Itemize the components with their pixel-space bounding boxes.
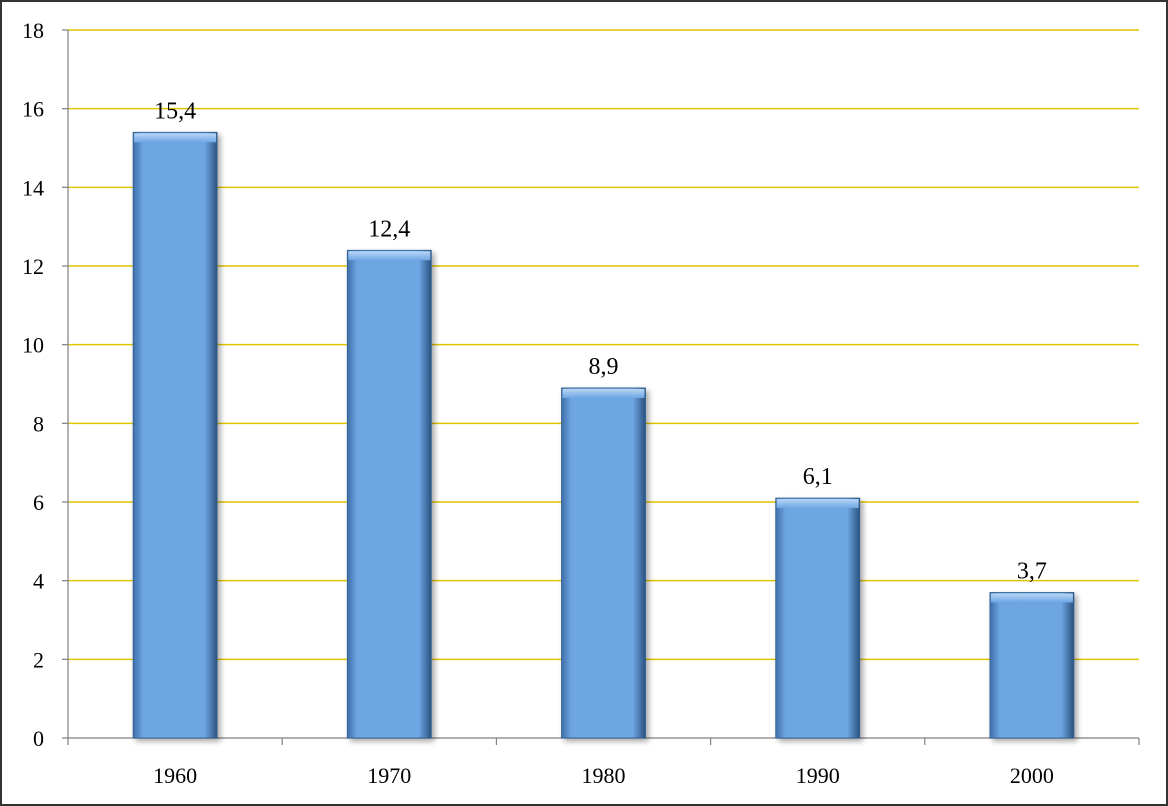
x-tick-label: 1970: [367, 763, 411, 788]
gridlines: [68, 29, 1139, 661]
bar-highlight: [348, 251, 431, 261]
bar: [346, 249, 432, 739]
data-label: 6,1: [803, 464, 833, 490]
y-tick-label: 16: [22, 97, 44, 122]
bar-highlight: [134, 133, 217, 143]
data-label: 8,9: [589, 354, 619, 380]
y-tick-label: 12: [22, 254, 44, 279]
bar: [989, 592, 1075, 739]
bars: [132, 131, 1075, 739]
y-tick-label: 2: [33, 647, 44, 672]
x-tick-label: 2000: [1010, 763, 1054, 788]
y-tick-label: 0: [33, 726, 44, 751]
bar: [561, 387, 646, 739]
y-tick-label: 8: [33, 411, 44, 436]
x-tick-label: 1980: [582, 763, 626, 788]
data-label: 12,4: [368, 216, 410, 242]
bar-highlight: [562, 388, 645, 398]
bar-2000: [989, 592, 1075, 739]
bar: [775, 497, 861, 739]
x-tick-label: 1990: [796, 763, 840, 788]
bar: [132, 131, 218, 739]
y-tick-label: 6: [33, 490, 44, 515]
y-tick-label: 14: [22, 175, 44, 200]
y-tick-label: 4: [33, 569, 44, 594]
x-tick-label: 1960: [153, 763, 197, 788]
bar-highlight: [776, 499, 859, 509]
bar-1960: [132, 131, 218, 739]
data-label: 3,7: [1017, 558, 1047, 584]
data-label: 15,4: [154, 98, 196, 124]
bar-highlight: [990, 593, 1073, 603]
bar-1980: [561, 387, 646, 739]
y-tick-label: 18: [22, 18, 44, 43]
labels: 0 2 4 6 8 10 12 14 16 18 15,4 1960 12,4 1970 8,9 1980 6,…: [22, 18, 1054, 788]
y-tick-label: 10: [22, 333, 44, 358]
bar-1990: [775, 497, 861, 739]
bar-1970: [346, 249, 432, 739]
